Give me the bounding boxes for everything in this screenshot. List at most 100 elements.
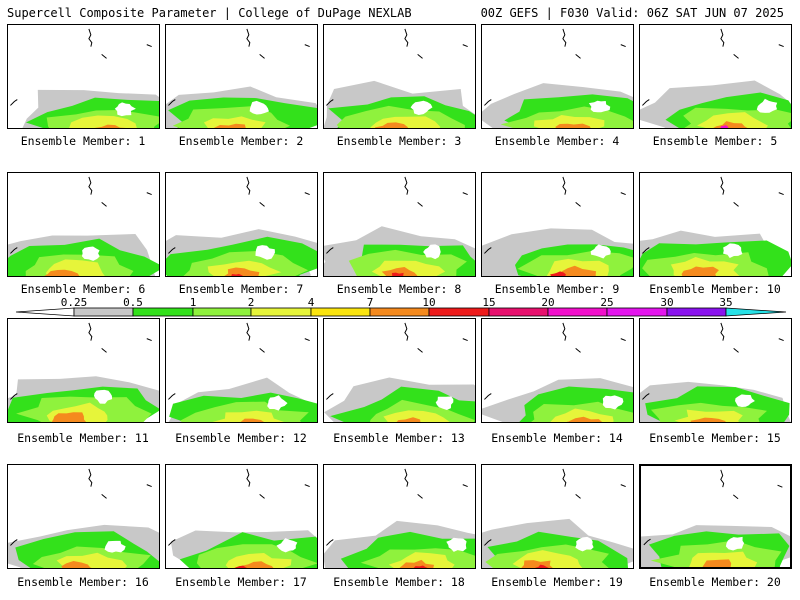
lake-shoreline [101,494,107,499]
lake-shoreline [304,44,310,48]
scp-contour-red [535,564,549,568]
scale-segment [132,307,194,317]
coastline [404,176,409,195]
scp-field-map [640,176,791,276]
scp-hole [423,244,441,260]
coastline [10,539,18,546]
scp-contour-orange [521,560,553,568]
coastline [642,393,650,400]
lake-shoreline [417,54,423,59]
coastline [246,28,251,47]
lake-shoreline [259,54,265,59]
scp-contour-red [391,272,404,276]
scale-tick-label: 15 [482,296,495,309]
scp-hole [756,98,778,113]
scale-segment [606,307,668,317]
scp-field-map [324,176,475,276]
scp-hole [723,243,743,258]
scale-segment [547,307,608,317]
ensemble-member-label: Ensemble Member: 10 [649,282,781,296]
scp-contour-orange [396,417,421,422]
ensemble-member-map[interactable] [481,24,634,129]
lake-shoreline [259,202,265,207]
coastline [10,393,18,400]
ensemble-member-map[interactable] [7,24,160,129]
coastline [643,538,651,546]
scp-contour-yellow [207,260,282,276]
scale-tick-label: 0.25 [61,296,88,309]
scp-hole [725,536,745,551]
scp-contour-orange [375,122,409,128]
coastline [404,322,409,341]
scp-contour-red [231,273,244,276]
ensemble-member-map[interactable] [165,464,318,569]
coastline [88,468,93,487]
scp-hole [276,538,298,553]
ensemble-member-map[interactable] [7,464,160,569]
scp-field-map [640,322,791,422]
color-scale-legend: 0.25 0.5 1 2 4 7 10 15 20 25 30 35 [15,296,787,317]
scp-contour-yellow [696,112,768,128]
coastline [168,247,176,254]
scp-hole [435,396,454,411]
scale-segment [73,307,134,317]
coastline [246,322,251,341]
scp-hole [93,389,113,404]
lake-shoreline [778,44,784,48]
ensemble-member-map[interactable] [323,24,476,129]
ensemble-member-map[interactable] [323,172,476,277]
scale-segment [488,307,549,317]
scp-field-map [166,28,317,128]
coastline [326,247,334,254]
scp-contour-red [413,565,428,568]
ensemble-member-map[interactable] [481,172,634,277]
scp-field-map [324,28,475,128]
lake-shoreline [620,338,626,342]
ensemble-member-map[interactable] [165,318,318,423]
scale-arrow-low [15,307,75,317]
ensemble-member-map[interactable] [639,318,792,423]
ensemble-member-map[interactable] [7,172,160,277]
ensemble-member-map[interactable] [323,318,476,423]
ensemble-member-map[interactable] [639,172,792,277]
ensemble-member-map[interactable] [481,318,634,423]
scp-field-map [8,468,159,568]
coastline [562,28,567,47]
scp-hole [735,394,755,407]
coastline [484,247,492,254]
coastline [88,322,93,341]
scp-contour-orange [238,561,274,568]
ensemble-member-map[interactable] [639,464,792,569]
ensemble-member-label: Ensemble Member: 5 [652,134,778,148]
scp-field-map [640,28,791,128]
lake-shoreline [146,192,152,196]
scp-contour-orange [690,417,726,422]
scp-field-map [8,176,159,276]
scp-field-map [482,468,633,568]
scp-contour-orange [240,418,265,422]
lake-shoreline [146,338,152,342]
scp-hole [575,536,594,552]
ensemble-member-map[interactable] [481,464,634,569]
scp-contour-orange [44,269,80,276]
scp-contour-orange [94,124,126,128]
scp-contour-orange [214,123,246,128]
scale-segment [310,307,371,317]
ensemble-member-label: Ensemble Member: 13 [333,431,465,445]
lake-shoreline [417,494,423,499]
scp-hole [104,540,126,553]
coastline [720,469,725,488]
ensemble-member-map[interactable] [7,318,160,423]
ensemble-member-map[interactable] [165,172,318,277]
ensemble-member-map[interactable] [639,24,792,129]
lake-shoreline [462,44,468,48]
coastline [88,28,93,47]
lake-shoreline [777,484,783,488]
scp-contour-orange [51,412,87,422]
scale-tick-label: 10 [422,296,435,309]
ensemble-member-label: Ensemble Member: 7 [178,282,304,296]
ensemble-member-map[interactable] [323,464,476,569]
ensemble-member-map[interactable] [165,24,318,129]
lake-shoreline [575,54,581,59]
scp-contour-orange [555,123,591,128]
